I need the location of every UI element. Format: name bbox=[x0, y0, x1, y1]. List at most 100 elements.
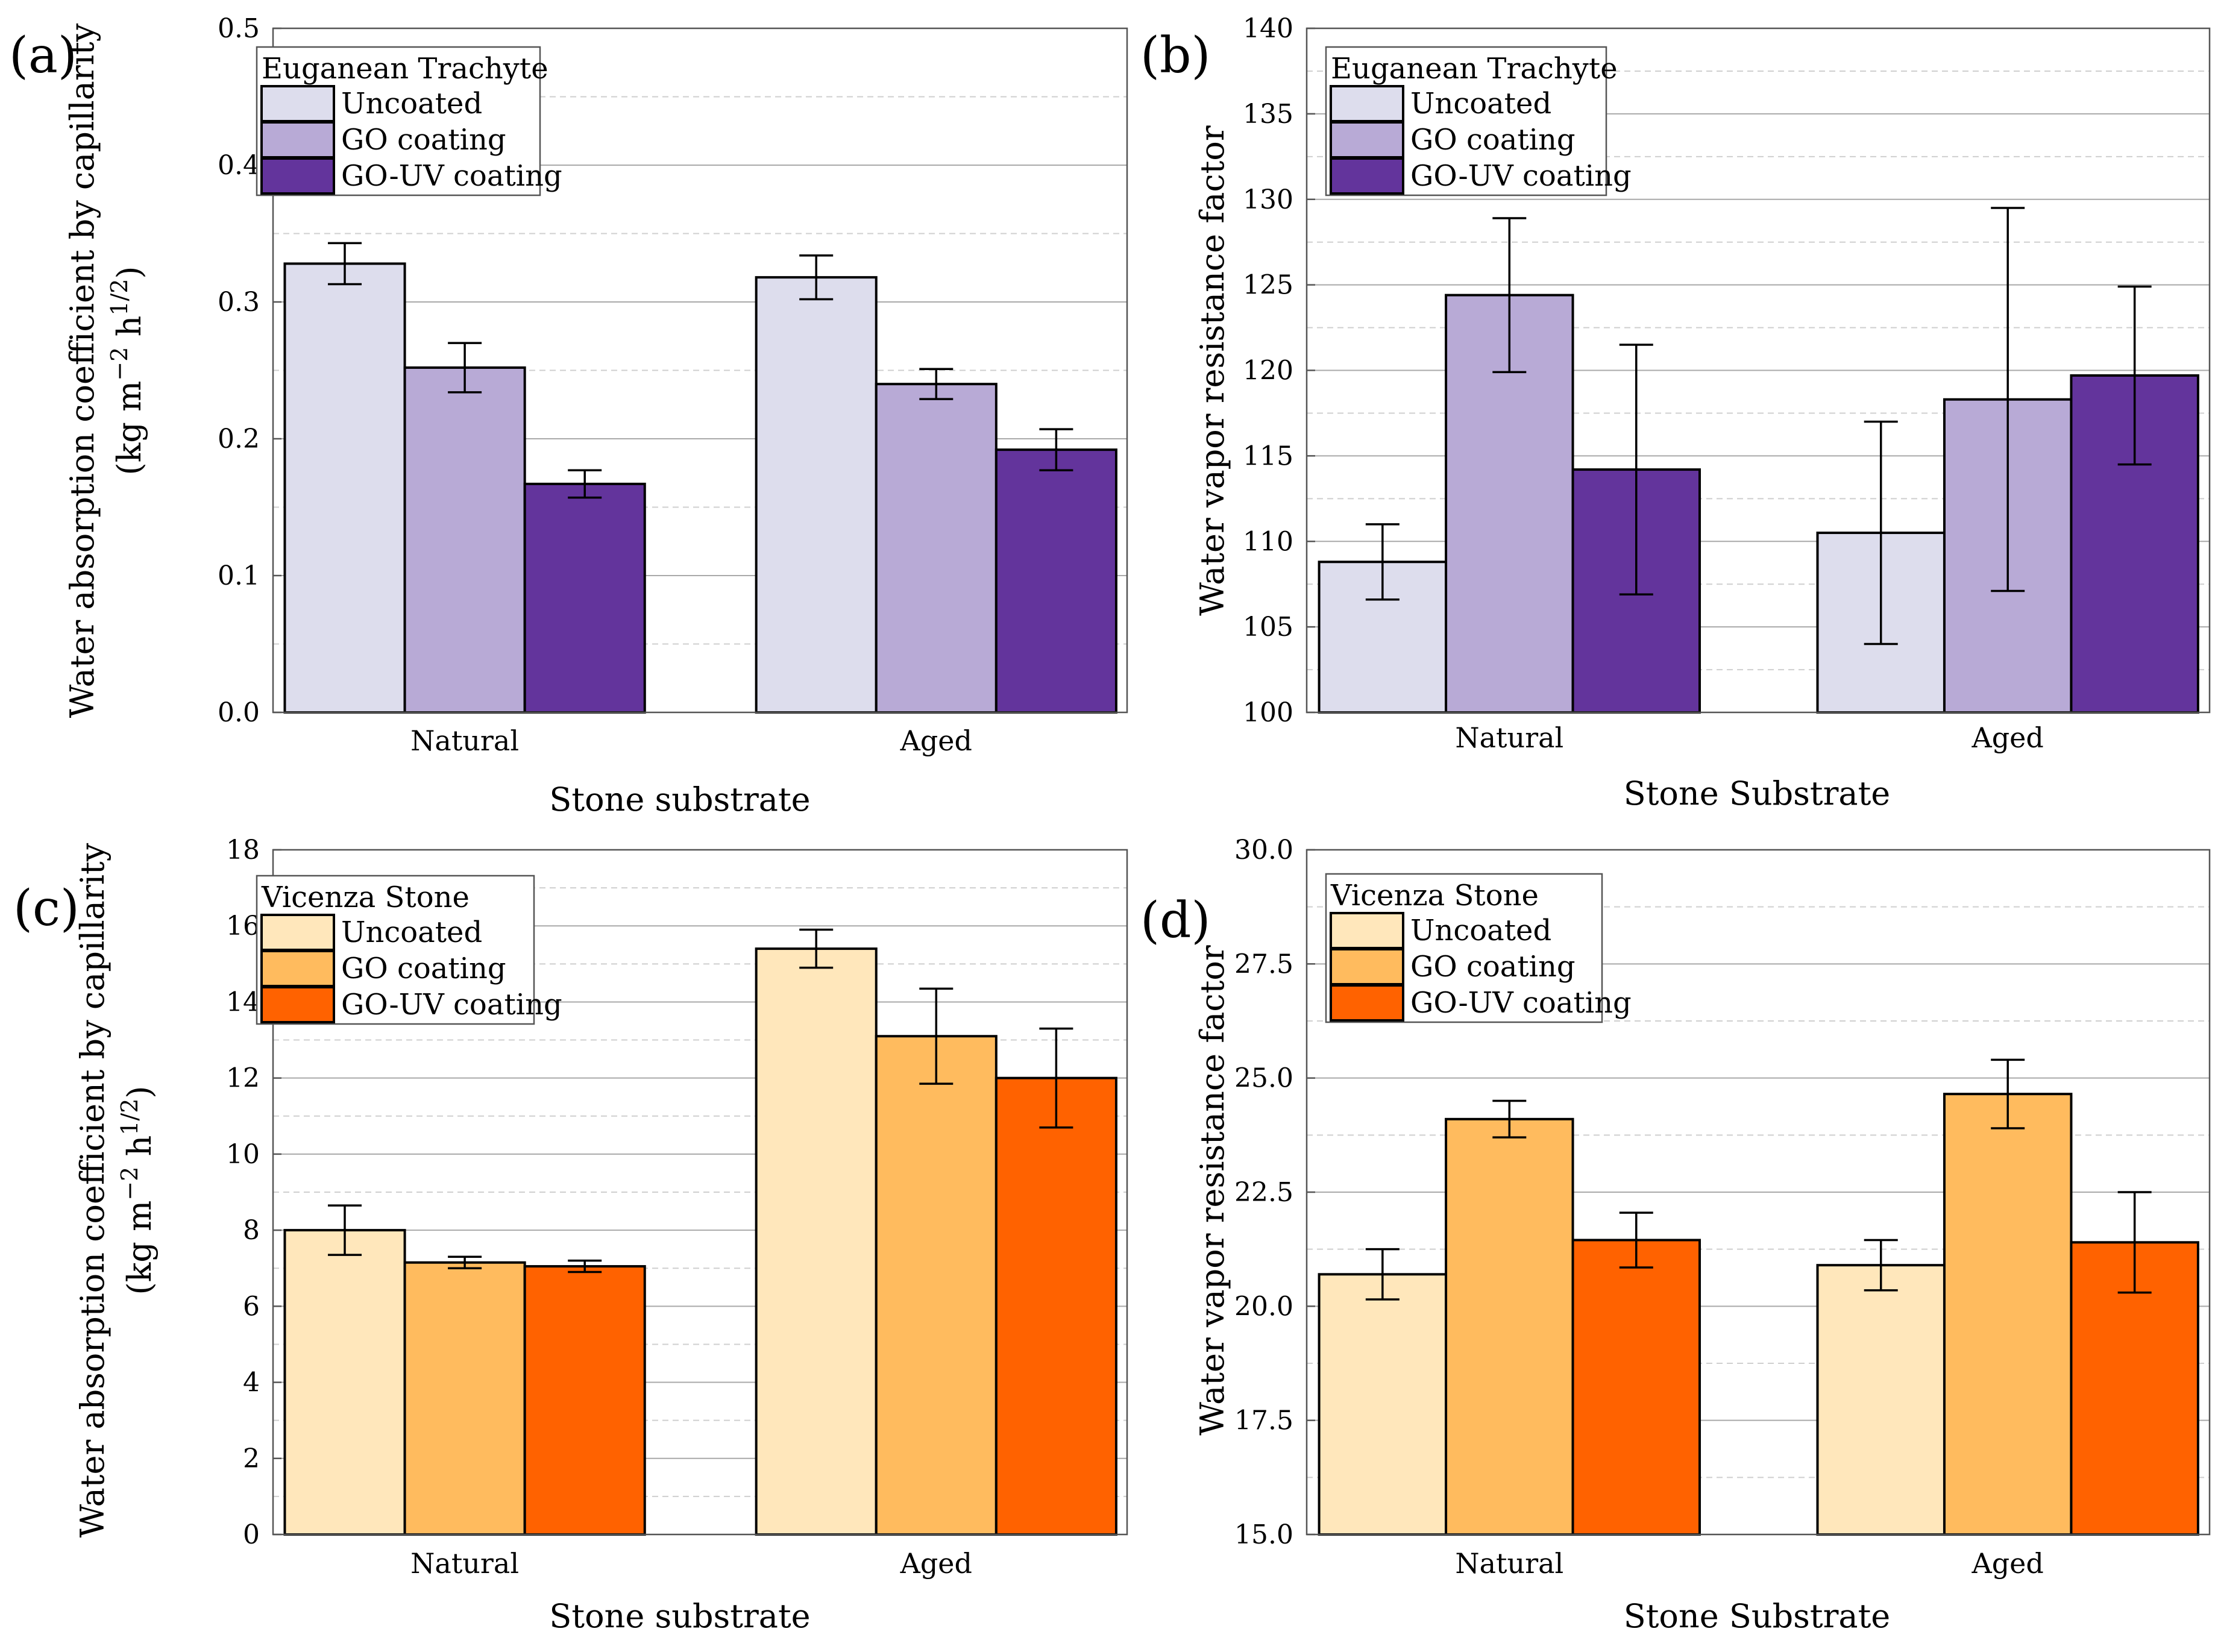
panel-3: 0 2 4 6 8 10 12 14 16 18 Natural Aged Stone substrat… bbox=[13, 835, 1128, 1635]
y-axis-units: (kg m−2 h1/2) bbox=[116, 1086, 159, 1295]
bar-go-coating-natural bbox=[403, 1261, 526, 1536]
bar-go-uv-coating-aged bbox=[994, 448, 1117, 714]
legend-item-label: GO coating bbox=[341, 123, 506, 157]
y-axis-title: Water vapor resistance factor bbox=[1193, 125, 1231, 616]
y-tick-label: 100 bbox=[1243, 697, 1293, 728]
bar-uncoated-aged bbox=[1816, 1264, 1946, 1536]
bar-uncoated-aged bbox=[755, 276, 878, 714]
y-tick-label: 110 bbox=[1243, 526, 1293, 557]
x-category-label: Natural bbox=[410, 724, 519, 757]
x-axis-title: Stone Substrate bbox=[1624, 1597, 1891, 1635]
legend-swatch bbox=[1330, 984, 1404, 1022]
y-tick-label: 20.0 bbox=[1234, 1291, 1293, 1322]
legend-item-label: GO-UV coating bbox=[1410, 986, 1632, 1020]
bar-go-coating-aged bbox=[875, 1035, 998, 1536]
bar-go-uv-coating-aged bbox=[994, 1076, 1117, 1536]
bar-uncoated-aged bbox=[755, 947, 878, 1536]
y-tick-label: 0.0 bbox=[218, 697, 260, 728]
y-tick-label: 135 bbox=[1243, 99, 1293, 130]
y-tick-label: 0.4 bbox=[218, 150, 260, 181]
unit-superscript: −2 bbox=[106, 347, 133, 381]
plot-frame bbox=[272, 849, 1128, 1536]
bar-uncoated-natural bbox=[283, 1229, 406, 1536]
unit-text: ) bbox=[121, 1086, 159, 1099]
legend-swatch bbox=[260, 950, 335, 987]
y-tick-label: 27.5 bbox=[1234, 949, 1293, 979]
y-tick-label: 25.0 bbox=[1234, 1063, 1293, 1094]
bar-go-uv-coating-natural bbox=[523, 482, 646, 714]
bar-uncoated-natural bbox=[1318, 1273, 1448, 1536]
bar-go-coating-aged bbox=[1943, 1093, 2073, 1536]
y-tick-label: 18 bbox=[226, 835, 260, 865]
y-axis-units: (kg m−2 h1/2) bbox=[106, 266, 148, 476]
panel-1: 0.0 0.1 0.2 0.3 0.4 0.5 Natural Aged Stone subst… bbox=[9, 13, 1128, 818]
unit-text: h bbox=[121, 1135, 159, 1167]
y-tick-label: 2 bbox=[243, 1443, 260, 1474]
legend-swatch bbox=[260, 986, 335, 1023]
y-tick-label: 22.5 bbox=[1234, 1177, 1293, 1208]
unit-superscript: −2 bbox=[116, 1167, 143, 1201]
x-category-label: Aged bbox=[900, 1547, 972, 1580]
legend-swatch bbox=[260, 121, 335, 159]
x-category-label: Natural bbox=[1455, 721, 1563, 754]
legend-title: Euganean Trachyte bbox=[262, 52, 548, 86]
y-tick-label: 0.1 bbox=[218, 561, 260, 591]
x-category-label: Aged bbox=[900, 724, 972, 757]
legend-title: Euganean Trachyte bbox=[1331, 52, 1618, 86]
legend-item-label: GO coating bbox=[341, 952, 506, 985]
y-tick-label: 115 bbox=[1243, 441, 1293, 471]
bar-go-uv-coating-natural bbox=[1571, 1239, 1701, 1536]
y-tick-label: 15.0 bbox=[1234, 1519, 1293, 1550]
y-axis-title: Water absorption coefficient by capillar… bbox=[74, 843, 112, 1537]
unit-text: (kg m bbox=[121, 1201, 159, 1295]
legend-swatch bbox=[1330, 157, 1404, 195]
panel-2: 100 105 110 115 120 125 130 135 140 Natural Aged St… bbox=[1140, 13, 2211, 812]
legend-item-label: GO coating bbox=[1410, 950, 1576, 984]
y-tick-label: 125 bbox=[1243, 270, 1293, 301]
y-tick-label: 0.5 bbox=[218, 13, 260, 44]
x-axis-title: Stone Substrate bbox=[1624, 774, 1891, 812]
legend-item-label: Uncoated bbox=[341, 87, 482, 121]
legend-swatch bbox=[1330, 912, 1404, 949]
x-category-label: Aged bbox=[1972, 721, 2044, 754]
panel-label: (d) bbox=[1140, 892, 1210, 949]
legend-item-label: GO-UV coating bbox=[341, 988, 562, 1022]
legend-item-label: GO coating bbox=[1410, 123, 1576, 157]
y-tick-label: 105 bbox=[1243, 612, 1293, 642]
bar-go-uv-coating-aged bbox=[2070, 374, 2199, 714]
x-axis-title: Stone substrate bbox=[549, 780, 810, 818]
panel-label: (b) bbox=[1140, 27, 1210, 84]
y-tick-label: 30.0 bbox=[1234, 835, 1293, 865]
legend-swatch bbox=[260, 157, 335, 195]
unit-superscript: 1/2 bbox=[116, 1099, 143, 1135]
legend-swatch bbox=[1330, 121, 1404, 159]
y-tick-label: 120 bbox=[1243, 356, 1293, 386]
panel-label: (c) bbox=[13, 880, 80, 937]
y-tick-label: 140 bbox=[1243, 13, 1293, 44]
legend-item-label: Uncoated bbox=[1410, 87, 1551, 121]
y-axis-title: Water vapor resistance factor bbox=[1193, 945, 1231, 1436]
y-tick-label: 14 bbox=[226, 987, 260, 1017]
legend-item-label: Uncoated bbox=[341, 916, 482, 949]
y-tick-label: 6 bbox=[243, 1291, 260, 1322]
panel-label: (a) bbox=[9, 27, 77, 84]
y-tick-label: 4 bbox=[243, 1368, 260, 1398]
y-tick-label: 12 bbox=[226, 1063, 260, 1094]
y-tick-label: 0 bbox=[243, 1519, 260, 1550]
bar-go-coating-natural bbox=[403, 366, 526, 714]
unit-text: (kg m bbox=[110, 381, 148, 476]
legend-title: Vicenza Stone bbox=[261, 881, 470, 914]
panel-4: 15.0 17.5 20.0 22.5 25.0 27.5 30.0 Natural Aged S… bbox=[1140, 835, 2211, 1635]
x-axis-title: Stone substrate bbox=[549, 1597, 810, 1635]
y-tick-label: 0.3 bbox=[218, 287, 260, 318]
legend-swatch bbox=[1330, 948, 1404, 985]
y-axis-title: Water absorption coefficient by capillar… bbox=[63, 23, 101, 718]
legend-swatch bbox=[1330, 85, 1404, 122]
y-tick-label: 130 bbox=[1243, 184, 1293, 215]
y-tick-label: 0.2 bbox=[218, 424, 260, 454]
